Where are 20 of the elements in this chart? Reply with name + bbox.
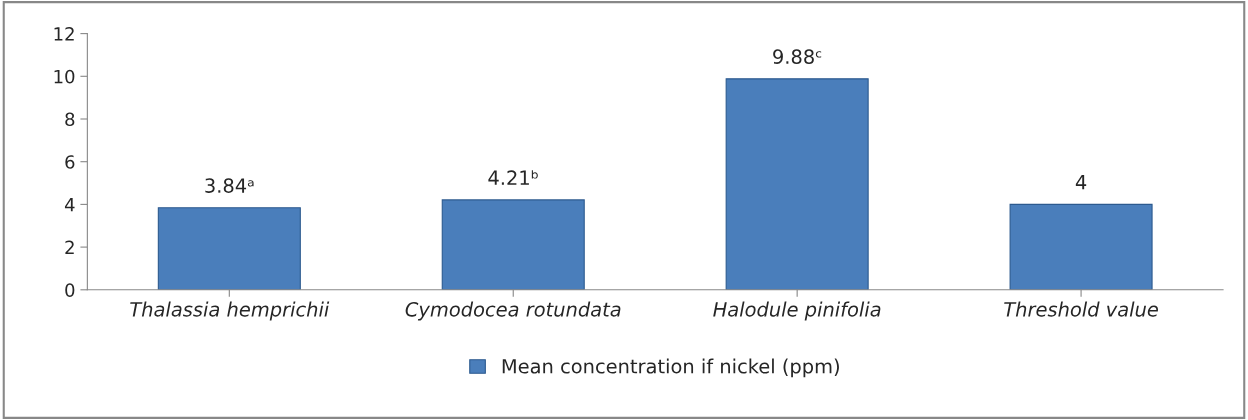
bar bbox=[441, 199, 585, 290]
y-tick-label: 6 bbox=[65, 155, 75, 169]
y-tick-label: 8 bbox=[65, 112, 75, 127]
x-tick-label: Thalassia hemprichii bbox=[130, 301, 330, 321]
legend-label: Mean concentration if nickel (ppm) bbox=[502, 358, 839, 378]
y-tick-label: 10 bbox=[54, 69, 75, 84]
y-tick-label: 2 bbox=[65, 240, 74, 254]
x-tick-label: Cymodocea rotundata bbox=[405, 301, 621, 321]
y-tick-label: 0 bbox=[65, 283, 75, 297]
data-label: 4 bbox=[1075, 175, 1087, 190]
data-label: 3.84ᵃ bbox=[205, 178, 254, 193]
data-label: 4.21ᵇ bbox=[488, 170, 538, 185]
y-tick-label: 12 bbox=[54, 27, 74, 41]
bar bbox=[725, 78, 869, 290]
x-tick-label: Halodule pinifolia bbox=[713, 301, 881, 321]
data-label: 9.88ᶜ bbox=[773, 49, 822, 64]
bar bbox=[157, 207, 301, 290]
bar bbox=[1009, 203, 1153, 290]
x-tick-label: Threshold value bbox=[1004, 301, 1158, 317]
y-tick-label: 4 bbox=[64, 198, 75, 212]
